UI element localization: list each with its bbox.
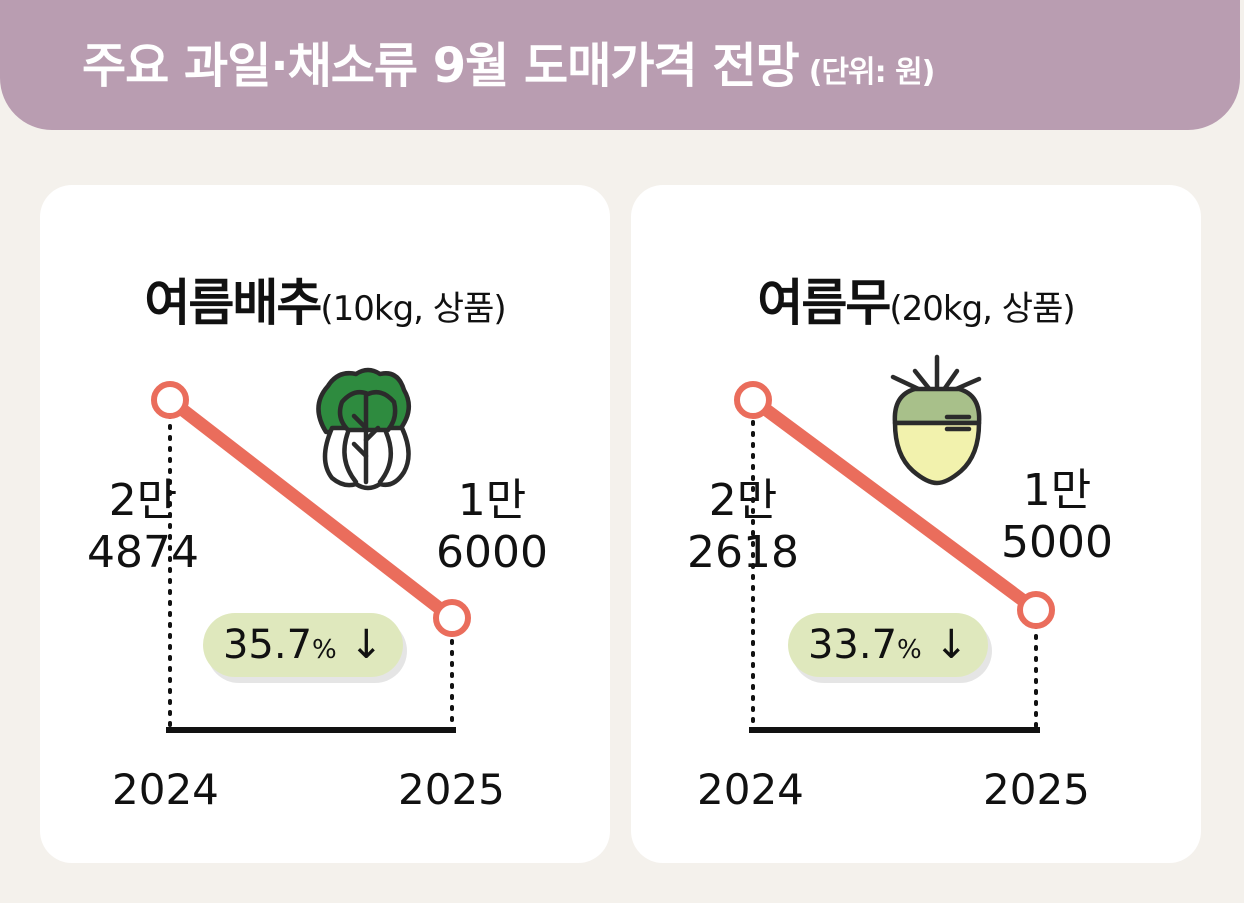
change-value: 35.7 <box>222 622 313 668</box>
product-spec: (20kg, 상품) <box>889 289 1075 329</box>
change-unit: % <box>312 635 337 665</box>
value-label-line: 2만 <box>708 475 778 526</box>
data-point-2025 <box>1017 591 1055 629</box>
change-unit: % <box>897 635 922 665</box>
chart-title: 여름무(20kg, 상품) <box>631 263 1201 335</box>
product-spec: (10kg, 상품) <box>320 289 506 329</box>
chart-card-radish: 여름무(20kg, 상품) 2만 2618 1만 5000 33.7% ↓ 20… <box>631 185 1201 863</box>
line-chart <box>151 367 471 733</box>
value-label-line: 2618 <box>687 527 799 578</box>
x-tick-2025: 2025 <box>398 765 505 814</box>
value-label-line: 2만 <box>108 475 178 526</box>
data-point-2024 <box>734 381 772 419</box>
title-text: 주요 과일·채소류 9월 도매가격 전망 <box>82 38 800 94</box>
unit-label: (단위: 원) <box>808 55 936 90</box>
value-label-line: 6000 <box>436 527 548 578</box>
page-title: 주요 과일·채소류 9월 도매가격 전망 (단위: 원) <box>82 26 936 96</box>
radish-icon <box>890 354 982 486</box>
value-label-2025: 1만 6000 <box>422 475 562 579</box>
trend-line <box>746 393 1043 617</box>
x-tick-2025: 2025 <box>983 765 1090 814</box>
header-banner: 주요 과일·채소류 9월 도매가격 전망 (단위: 원) <box>0 0 1240 130</box>
value-label-line: 4874 <box>87 527 199 578</box>
value-label-2024: 2만 4874 <box>78 475 208 579</box>
change-value: 33.7 <box>807 622 898 668</box>
product-name: 여름배추 <box>144 274 322 332</box>
chart-card-cabbage: 여름배추(10kg, 상품) 2만 4874 1만 6000 35.7% ↓ 2… <box>40 185 610 863</box>
chart-title: 여름배추(10kg, 상품) <box>40 263 610 335</box>
change-badge: 33.7% ↓ <box>788 613 988 677</box>
x-tick-2024: 2024 <box>697 765 804 814</box>
data-point-2025 <box>433 599 471 637</box>
value-label-line: 5000 <box>1001 517 1113 568</box>
down-arrow-icon: ↓ <box>349 622 383 668</box>
down-arrow-icon: ↓ <box>934 622 968 668</box>
value-label-line: 1만 <box>1022 465 1092 516</box>
change-badge: 35.7% ↓ <box>203 613 403 677</box>
product-name: 여름무 <box>757 274 891 332</box>
napa-cabbage-icon <box>316 367 412 491</box>
trend-line <box>163 393 459 625</box>
value-label-2024: 2만 2618 <box>678 475 808 579</box>
value-label-2025: 1만 5000 <box>987 465 1127 569</box>
x-tick-2024: 2024 <box>112 765 219 814</box>
value-label-line: 1만 <box>457 475 527 526</box>
data-point-2024 <box>151 381 189 419</box>
line-chart <box>734 354 1055 733</box>
